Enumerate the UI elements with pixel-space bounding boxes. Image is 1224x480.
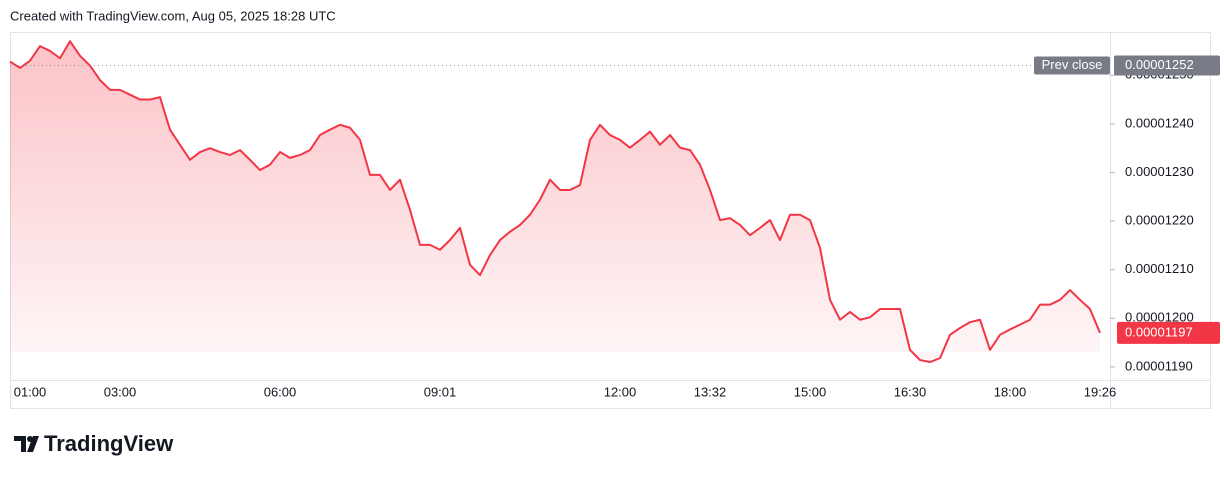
prev-close-name: Prev close xyxy=(1042,57,1103,72)
y-tick-label: 0.00001190 xyxy=(1125,358,1193,373)
x-tick-label: 18:00 xyxy=(994,384,1027,399)
prev-close-value-box xyxy=(1114,55,1220,76)
header: Created with TradingView.com, Aug 05, 20… xyxy=(10,8,336,23)
x-tick-label: 03:00 xyxy=(104,384,137,399)
logo: TradingView xyxy=(14,431,174,456)
y-tick-label: 0.00001210 xyxy=(1125,261,1194,276)
x-tick-label: 15:00 xyxy=(794,384,827,399)
logo-dot xyxy=(27,436,33,442)
x-tick-label: 19:26 xyxy=(1084,384,1117,399)
price-line xyxy=(9,40,1101,364)
area-fill xyxy=(10,41,1100,363)
y-tick-label: 0.00001230 xyxy=(1125,164,1194,179)
x-tick-label: 09:01 xyxy=(424,384,457,399)
x-tick-label: 16:30 xyxy=(894,384,927,399)
x-tick-label: 13:32 xyxy=(694,384,727,399)
y-tick-label: 0.00001200 xyxy=(1125,310,1194,325)
y-tick-label: 0.00001220 xyxy=(1125,213,1194,228)
last-price-label: 0.00001197 xyxy=(1125,324,1193,339)
logo-text: TradingView xyxy=(44,431,174,456)
prev-close-tag xyxy=(1034,56,1110,75)
y-tick-label: 0.00001240 xyxy=(1125,115,1194,130)
logo-icon xyxy=(14,436,39,452)
x-tick-label: 01:00 xyxy=(14,384,47,399)
last-price-box xyxy=(1117,321,1220,344)
x-tick-label: 06:00 xyxy=(264,384,297,399)
prev-close-value: 0.00001252 xyxy=(1125,57,1194,72)
x-tick-label: 12:00 xyxy=(604,384,637,399)
